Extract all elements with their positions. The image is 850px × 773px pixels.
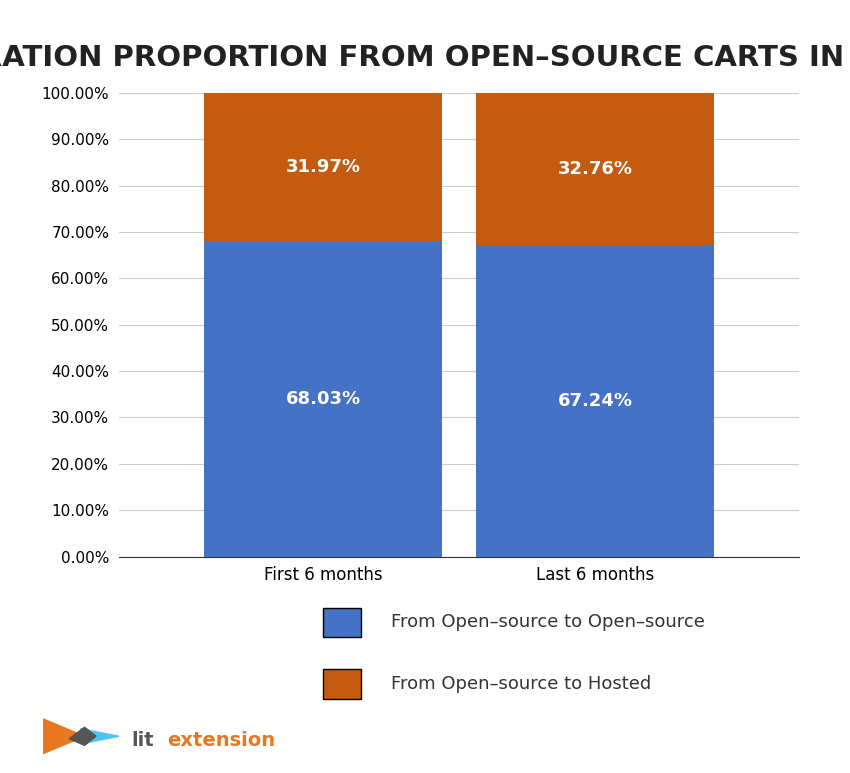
Bar — [476, 93, 714, 245]
Bar — [476, 245, 714, 557]
Text: 32.76%: 32.76% — [558, 160, 632, 178]
Text: MIGRATION PROPORTION FROM OPEN–SOURCE CARTS IN 2020: MIGRATION PROPORTION FROM OPEN–SOURCE CA… — [0, 44, 850, 72]
Text: From Open–source to Hosted: From Open–source to Hosted — [391, 675, 651, 693]
Text: From Open–source to Open–source: From Open–source to Open–source — [391, 613, 705, 632]
Bar — [204, 93, 442, 241]
Text: 67.24%: 67.24% — [558, 392, 632, 410]
Polygon shape — [70, 727, 96, 745]
Bar — [204, 241, 442, 557]
Polygon shape — [42, 719, 85, 754]
Text: 31.97%: 31.97% — [286, 158, 360, 176]
Text: lit: lit — [132, 731, 155, 750]
Text: 68.03%: 68.03% — [286, 390, 360, 408]
Text: extension: extension — [167, 731, 275, 750]
Polygon shape — [81, 729, 119, 744]
